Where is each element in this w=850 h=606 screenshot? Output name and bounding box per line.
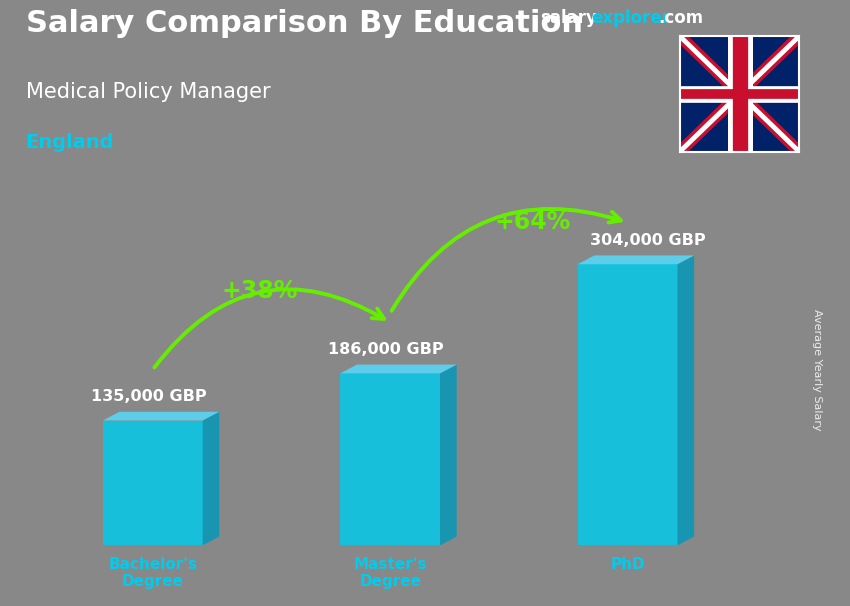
Text: 135,000 GBP: 135,000 GBP	[91, 389, 207, 404]
Polygon shape	[340, 365, 456, 373]
Text: +64%: +64%	[495, 210, 571, 234]
Text: salary: salary	[540, 9, 597, 27]
Text: 304,000 GBP: 304,000 GBP	[590, 233, 706, 248]
Text: 186,000 GBP: 186,000 GBP	[328, 342, 444, 357]
Text: +38%: +38%	[221, 279, 298, 302]
Text: Salary Comparison By Education: Salary Comparison By Education	[26, 9, 582, 38]
Text: Medical Policy Manager: Medical Policy Manager	[26, 82, 270, 102]
Polygon shape	[440, 365, 456, 545]
Polygon shape	[103, 421, 202, 545]
Text: explorer: explorer	[591, 9, 670, 27]
Polygon shape	[578, 256, 694, 264]
Polygon shape	[202, 411, 219, 545]
Text: .com: .com	[659, 9, 704, 27]
Text: England: England	[26, 133, 114, 152]
Polygon shape	[340, 373, 440, 545]
Polygon shape	[578, 264, 677, 545]
Text: Average Yearly Salary: Average Yearly Salary	[812, 309, 822, 430]
Polygon shape	[677, 256, 694, 545]
Polygon shape	[103, 411, 219, 421]
